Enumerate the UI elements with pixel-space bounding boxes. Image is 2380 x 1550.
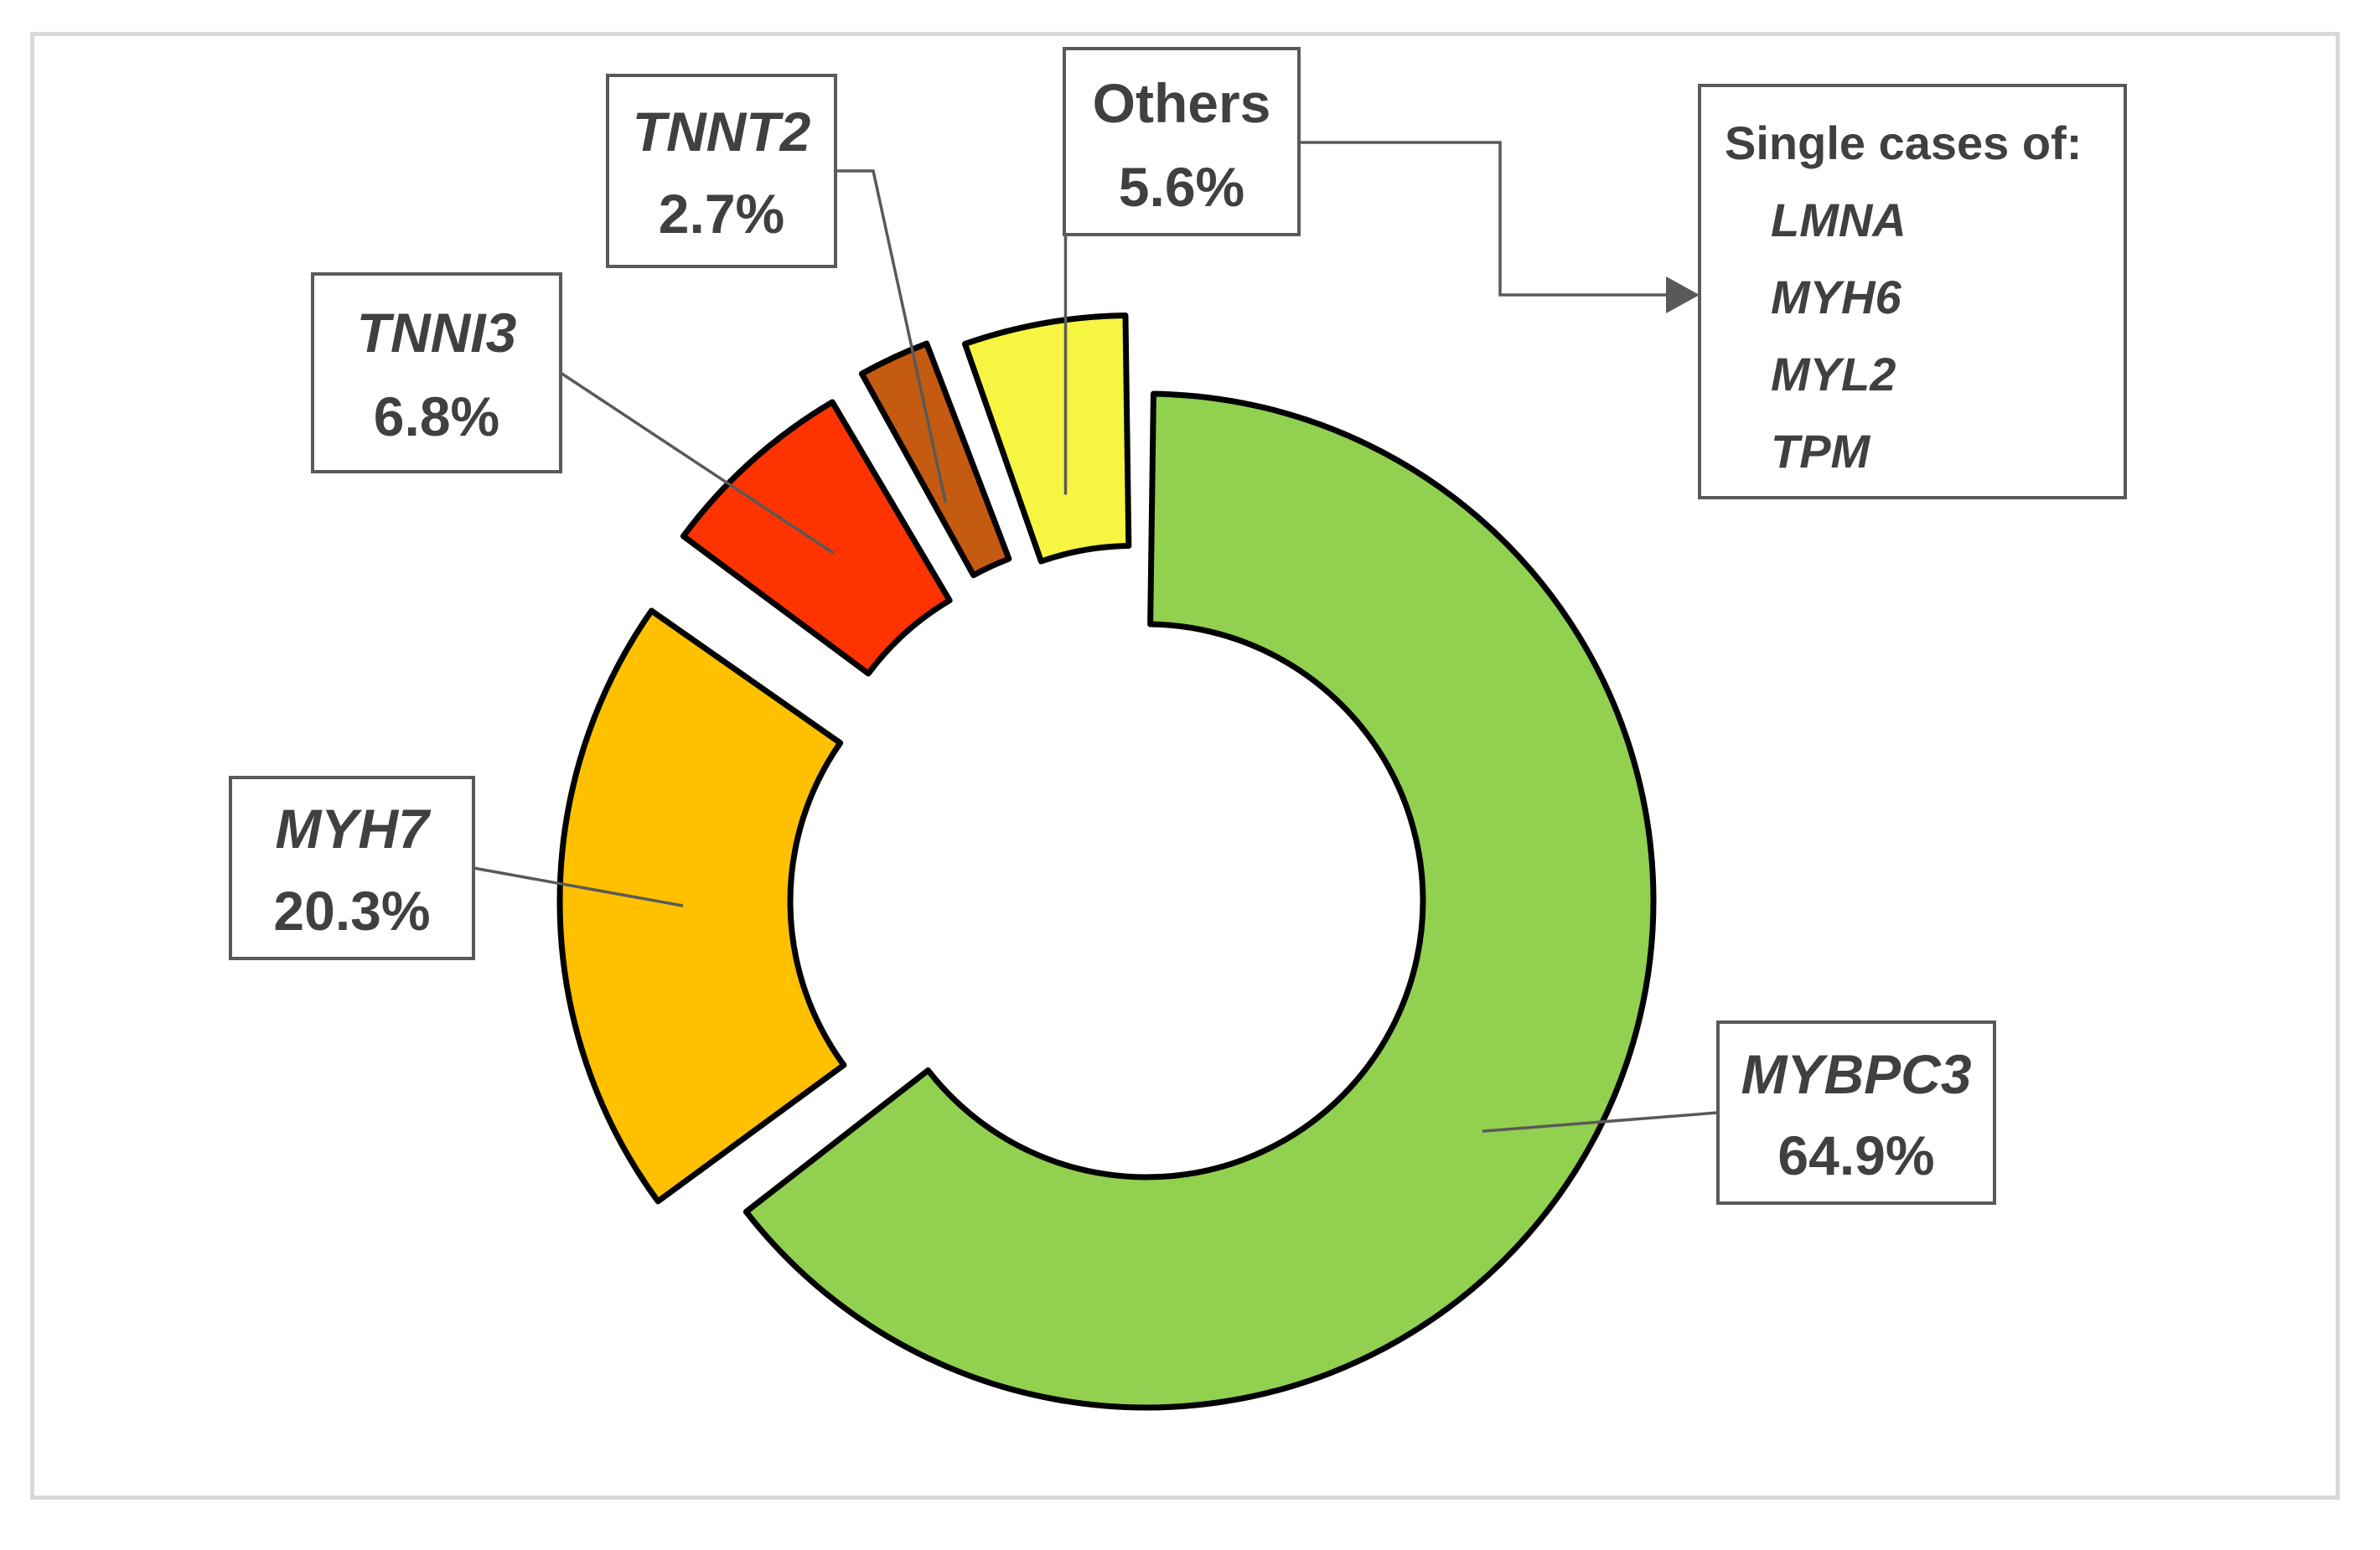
others-note-box <box>1698 84 2127 499</box>
label-name-tnni3: TNNI3 <box>357 302 517 364</box>
label-name-mybpc3: MYBPC3 <box>1741 1043 1971 1105</box>
label-box-myh7 <box>229 776 475 960</box>
others-note-item-myl2: MYL2 <box>1771 348 1896 400</box>
label-value-tnni3: 6.8% <box>374 385 499 447</box>
label-tnni3: TNNI3 6.8% <box>311 272 562 473</box>
leaders-layer <box>473 141 1719 1133</box>
slice-myh7 <box>556 607 847 1205</box>
others-note-item-tpm: TPM <box>1771 425 1871 478</box>
label-myh7: MYH7 20.3% <box>229 776 475 960</box>
label-box-mybpc3 <box>1716 1020 1996 1205</box>
labels-layer: MYBPC3 64.9% MYH7 20.3% TNNI3 6.8% TNNT2… <box>229 47 2127 1205</box>
label-name-tnnt2: TNNT2 <box>633 101 811 163</box>
label-tnnt2: TNNT2 2.7% <box>606 74 837 268</box>
leader-line-tnnt2 <box>836 169 948 504</box>
others-note: Single cases of: LMNA MYH6 MYL2 TPM <box>1698 84 2127 499</box>
label-name-myh7: MYH7 <box>275 798 432 860</box>
label-others: Others 5.6% <box>1063 47 1301 236</box>
label-value-others: 5.6% <box>1119 156 1244 218</box>
others-note-connector <box>1299 141 1668 297</box>
others-note-title: Single cases of: <box>1725 116 2082 169</box>
others-note-arrowhead <box>1666 276 1700 313</box>
label-value-tnnt2: 2.7% <box>659 183 784 245</box>
label-box-others <box>1063 47 1301 236</box>
slice-tnni3 <box>680 399 953 677</box>
leader-line-mybpc3 <box>1482 1111 1719 1133</box>
label-mybpc3: MYBPC3 64.9% <box>1716 1020 1996 1205</box>
others-note-item-lmna: LMNA <box>1771 194 1907 246</box>
leader-line-tnni3 <box>560 371 835 555</box>
label-name-others: Others <box>1093 72 1271 134</box>
label-box-tnnt2 <box>606 74 837 268</box>
label-box-tnni3 <box>311 272 562 473</box>
others-note-item-myh6: MYH6 <box>1771 271 1901 323</box>
slice-others <box>961 313 1132 565</box>
slice-mybpc3 <box>742 390 1657 1411</box>
leader-line-myh7 <box>473 866 684 907</box>
label-value-myh7: 20.3% <box>273 880 430 942</box>
label-value-mybpc3: 64.9% <box>1777 1124 1934 1186</box>
